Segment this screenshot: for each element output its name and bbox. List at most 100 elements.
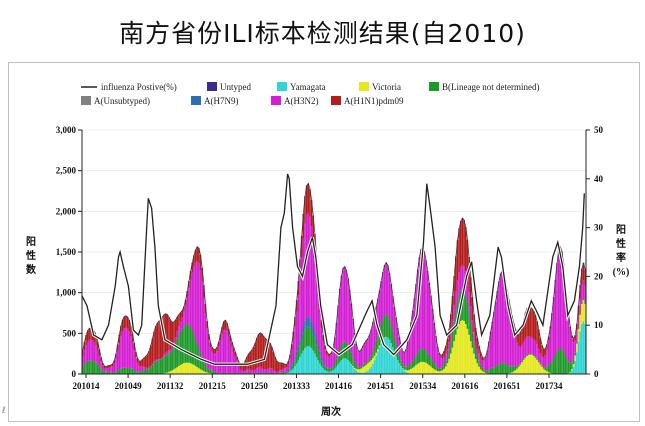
bar-segment [524,312,527,339]
bar-segment [446,363,449,374]
bar-segment [362,365,364,368]
bar-segment [335,366,338,374]
bar-segment [146,354,149,368]
bar-segment [403,369,406,371]
bar-segment [577,341,580,374]
bar-segment [184,362,187,374]
legend-label: Untyped [220,82,251,92]
bar-segment [526,336,528,355]
bar-segment [153,361,155,364]
bar-segment [140,371,142,374]
bar-segment [440,368,442,372]
bar-segment [544,348,547,356]
bar-segment [221,334,223,373]
bar-segment [304,196,306,224]
bar-segment [450,314,452,333]
bar-segment [178,365,180,374]
bar-segment [440,357,442,369]
bar-segment [420,348,422,363]
bar-segment [353,368,356,374]
bar-segment [357,366,359,370]
bar-segment [289,369,291,372]
bar-segment [529,307,532,337]
bar-segment [537,362,540,374]
bar-segment [357,350,359,367]
bar-segment [287,371,290,373]
bar-segment [181,310,184,317]
bar-segment [408,364,411,370]
bar-segment [227,335,230,374]
bar-segment [581,268,583,286]
bar-segment [524,355,527,358]
bar-segment [173,369,175,374]
bar-segment [229,341,232,374]
bar-segment [148,350,150,368]
bar-segment [143,366,145,370]
bar-segment [468,257,470,293]
bar-segment [401,368,404,374]
bar-segment [483,358,485,361]
bar-segment [279,372,281,374]
bar-segment [554,354,557,374]
bar-segment [332,366,334,371]
bar-segment [314,255,316,333]
bar-segment [302,350,305,374]
bar-segment [413,298,416,359]
bar-segment [468,310,470,335]
bar-segment [438,368,441,372]
bar-segment [527,306,530,337]
bar-segment [307,345,310,374]
bar-segment [299,339,301,346]
bar-segment [300,353,303,374]
bar-segment [395,355,397,374]
bar-segment [171,349,174,371]
bar-segment [552,358,555,374]
bar-segment [393,337,396,352]
bar-segment [319,351,321,356]
bar-segment [304,329,306,349]
bar-segment [544,355,547,368]
bar-segment [514,366,517,371]
bar-segment [473,341,475,354]
bar-segment [146,369,149,374]
bar-segment [143,357,145,367]
bar-segment [337,364,339,374]
bar-segment [206,372,208,374]
bar-segment [352,320,354,358]
bar-segment [468,292,470,311]
bar-segment [516,333,518,343]
bar-segment [164,372,167,374]
bar-segment [307,212,310,317]
bar-segment [479,357,482,365]
bar-segment [375,340,378,353]
bar-segment [174,368,177,374]
positive-rate-line [81,173,585,365]
bar-segment [226,372,228,374]
bar-segment [463,266,465,290]
bar-segment [261,372,263,374]
bar-segment [159,359,162,374]
bar-segment [325,351,328,355]
bar-segment [337,353,339,365]
bar-segment [176,367,179,374]
legend-swatch [277,82,287,91]
bar-segment [445,345,447,354]
bar-segment [211,347,213,352]
bar-segment [491,323,494,368]
bar-segment [131,368,134,374]
bar-segment [145,369,147,374]
bar-segment [499,275,502,364]
bar-segment [547,372,550,374]
bar-segment [158,358,160,360]
bar-segment [489,333,492,369]
bar-segment [493,367,495,374]
bar-segment [284,372,286,374]
bar-segment [481,367,484,371]
bar-segment [479,364,482,370]
bar-segment [544,367,547,371]
bar-segment [257,366,260,373]
bar-segment [169,348,172,352]
bar-segment [337,306,339,354]
bar-segment [222,321,225,331]
bar-segment [546,344,548,350]
